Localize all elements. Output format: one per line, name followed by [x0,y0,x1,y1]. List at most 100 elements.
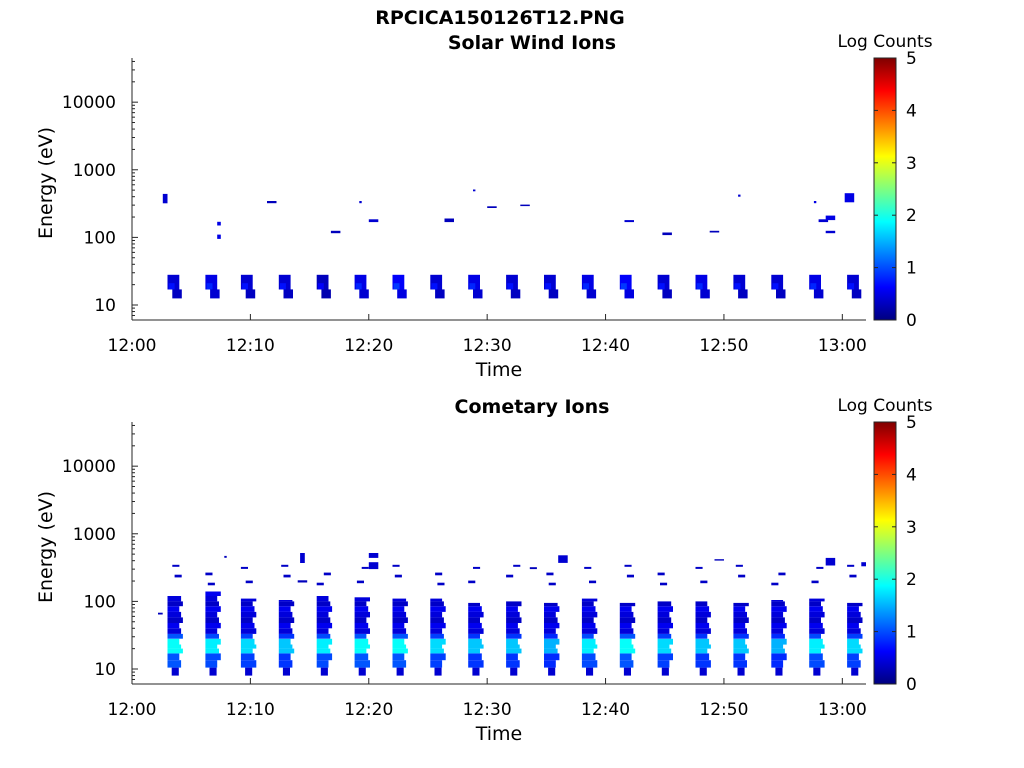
heatmap-cell [510,289,521,299]
heatmap-cell [695,274,708,290]
heatmap-cell [586,667,594,676]
colorbar-tick-label: 4 [906,465,917,485]
heatmap-cell [278,622,291,629]
heatmap-cell [205,572,213,576]
heatmap-cell [468,622,482,629]
heatmap-cell [581,601,594,607]
heatmap-cell [316,596,329,602]
heatmap-cell [619,660,634,668]
heatmap-cell [167,617,183,623]
x-tick-label: 12:10 [226,336,275,356]
heatmap-cell [283,574,291,578]
colorbar-label: Log Counts [837,396,932,416]
heatmap-cell [657,660,670,668]
heatmap-cell [316,617,331,623]
heatmap-cell [733,622,746,629]
heatmap-cell [205,622,221,629]
heatmap-cell [586,289,597,299]
colorbar-label: Log Counts [837,32,932,52]
heatmap-cell [167,628,182,634]
heatmap-cell [396,667,404,676]
heatmap-cell [825,230,836,234]
heatmap-cell [544,602,558,607]
heatmap-cell [657,628,670,634]
panel-title: Cometary Ions [455,396,610,418]
heatmap-cell [167,633,183,639]
heatmap-cell [392,644,407,649]
heatmap-cell [529,567,537,570]
heatmap-cell [430,606,446,612]
heatmap-cell [206,283,213,290]
y-tick-label: 100 [84,592,116,612]
heatmap-cell [430,638,446,645]
heatmap-cell [661,667,669,676]
heatmap-cell [224,555,227,558]
heatmap-cell [473,566,481,569]
heatmap-cell [354,617,367,623]
y-tick-label: 10 [94,660,116,680]
heatmap-cell [468,628,484,634]
heatmap-cell [167,648,183,654]
heatmap-cell [468,653,482,661]
heatmap-cell [657,653,673,661]
figure-title: RPCICA150126T12.PNG [375,7,625,29]
heatmap-cell [847,660,861,668]
heatmap-cell [368,219,379,223]
heatmap-cell [240,601,253,607]
heatmap-cell [278,628,293,634]
colorbar-tick-label: 1 [906,623,917,643]
heatmap-cell [430,648,444,654]
x-tick-label: 12:50 [699,700,748,720]
heatmap-cell [825,557,836,566]
heatmap-cell [548,667,556,676]
heatmap-cell [813,201,817,204]
heatmap-cell [695,611,711,618]
heatmap-cell [695,660,711,668]
heatmap-cell [810,283,817,290]
heatmap-cell [392,638,405,645]
heatmap-cell [771,274,784,290]
heatmap-cell [205,606,221,612]
heatmap-cell [624,289,634,299]
heatmap-cell [506,601,522,607]
heatmap-cell [619,628,634,634]
heatmap-cell [205,633,219,639]
heatmap-cell [300,553,305,563]
heatmap-cell [431,283,438,290]
heatmap-cell [172,564,180,567]
heatmap-cell [278,648,295,654]
heatmap-cell [316,601,331,607]
heatmap-cell [657,601,672,607]
heatmap-cell [278,601,295,607]
heatmap-cell [283,289,293,299]
x-tick-label: 12:20 [344,336,393,356]
x-axis-label: Time [475,359,523,381]
heatmap-cell [506,606,518,612]
heatmap-cell [316,274,329,290]
heatmap-cell [709,230,720,233]
heatmap-cell [544,633,558,639]
heatmap-cell [468,633,480,639]
heatmap-cell [430,617,444,623]
heatmap-cell [354,644,370,649]
heatmap-cell [205,628,218,634]
heatmap-cell [695,644,711,649]
heatmap-cell [544,628,556,634]
heatmap-cell [167,638,180,645]
heatmap-cell [330,230,341,234]
heatmap-cell [167,644,182,649]
heatmap-cell [167,622,180,629]
heatmap-cell [544,644,556,649]
heatmap-cell [468,274,480,290]
heatmap-cell [733,653,746,661]
heatmap-cell [468,617,480,623]
heatmap-cell [847,633,863,639]
heatmap-cell [358,667,366,676]
heatmap-cell [657,611,670,618]
heatmap-cell [430,628,443,634]
heatmap-cell [619,602,636,607]
heatmap-cell [278,633,295,639]
heatmap-cell [657,638,673,645]
heatmap-cell [657,622,673,629]
heatmap-cell [581,598,598,602]
